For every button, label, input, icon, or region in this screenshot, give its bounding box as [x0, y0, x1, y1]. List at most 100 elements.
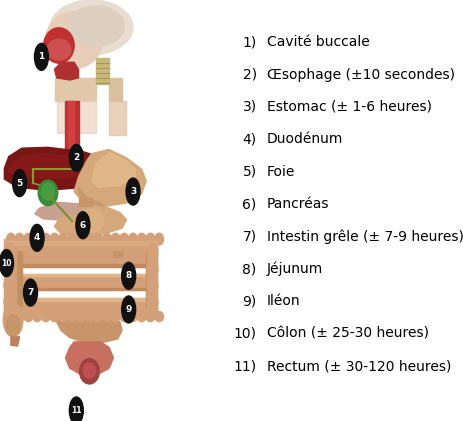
Circle shape: [34, 43, 48, 70]
Ellipse shape: [83, 363, 95, 378]
Ellipse shape: [4, 294, 16, 311]
Ellipse shape: [44, 28, 74, 63]
Polygon shape: [68, 101, 74, 152]
Circle shape: [13, 170, 26, 197]
Polygon shape: [109, 101, 126, 135]
Ellipse shape: [50, 233, 59, 245]
Text: 10: 10: [1, 258, 12, 268]
Text: Rectum (± 30-120 heures): Rectum (± 30-120 heures): [266, 359, 450, 373]
Ellipse shape: [59, 312, 68, 322]
Polygon shape: [15, 264, 152, 267]
Ellipse shape: [147, 243, 157, 260]
Circle shape: [126, 178, 140, 205]
Ellipse shape: [137, 233, 146, 245]
Polygon shape: [15, 274, 152, 290]
Text: Cavité buccale: Cavité buccale: [266, 35, 369, 49]
Ellipse shape: [111, 233, 120, 245]
Text: 5: 5: [17, 179, 23, 188]
Polygon shape: [74, 149, 146, 206]
Ellipse shape: [80, 359, 99, 384]
Ellipse shape: [102, 233, 111, 245]
Ellipse shape: [4, 260, 16, 277]
Text: 9: 9: [125, 305, 131, 314]
Polygon shape: [15, 274, 152, 276]
Polygon shape: [78, 198, 91, 206]
Text: 2): 2): [242, 67, 256, 82]
Polygon shape: [78, 187, 105, 206]
Polygon shape: [113, 248, 122, 257]
Ellipse shape: [68, 6, 124, 46]
Polygon shape: [65, 342, 113, 376]
Text: Jéjunum: Jéjunum: [266, 262, 322, 276]
Polygon shape: [56, 317, 122, 343]
Ellipse shape: [85, 233, 94, 245]
Polygon shape: [56, 101, 96, 133]
Text: Estomac (± 1-6 heures): Estomac (± 1-6 heures): [266, 100, 431, 114]
Text: 7: 7: [27, 288, 34, 297]
Text: 3: 3: [130, 187, 136, 196]
Ellipse shape: [102, 312, 111, 322]
Ellipse shape: [6, 312, 15, 322]
Polygon shape: [65, 101, 78, 152]
Polygon shape: [15, 247, 152, 249]
Text: Pancréas: Pancréas: [266, 197, 329, 211]
Circle shape: [30, 224, 44, 251]
Ellipse shape: [3, 303, 23, 337]
Polygon shape: [15, 288, 152, 290]
Polygon shape: [15, 298, 152, 301]
Text: 5): 5): [242, 165, 256, 179]
Ellipse shape: [6, 314, 19, 336]
Ellipse shape: [41, 233, 50, 245]
Text: 11: 11: [71, 406, 81, 415]
Ellipse shape: [15, 233, 24, 245]
Ellipse shape: [41, 183, 55, 200]
Polygon shape: [109, 78, 122, 101]
Polygon shape: [4, 241, 156, 245]
Polygon shape: [35, 202, 109, 221]
Text: Œsophage (±10 secondes): Œsophage (±10 secondes): [266, 67, 454, 82]
Polygon shape: [146, 246, 156, 267]
Ellipse shape: [24, 233, 32, 245]
Polygon shape: [15, 247, 152, 267]
Ellipse shape: [137, 312, 146, 322]
Text: Duodénum: Duodénum: [266, 132, 343, 147]
Text: 4): 4): [242, 132, 256, 147]
Polygon shape: [9, 154, 100, 178]
Text: 8: 8: [125, 271, 131, 280]
Ellipse shape: [50, 312, 59, 322]
Ellipse shape: [50, 0, 133, 55]
Ellipse shape: [68, 312, 76, 322]
Polygon shape: [55, 78, 96, 101]
Ellipse shape: [76, 233, 85, 245]
Text: 9): 9): [242, 294, 256, 309]
Text: Intestin grêle (± 7-9 heures): Intestin grêle (± 7-9 heures): [266, 229, 463, 244]
Circle shape: [76, 212, 90, 239]
Circle shape: [0, 250, 13, 277]
Polygon shape: [105, 236, 122, 248]
Ellipse shape: [76, 312, 85, 322]
Text: 1): 1): [242, 35, 256, 49]
Ellipse shape: [24, 312, 32, 322]
Circle shape: [69, 397, 83, 421]
Polygon shape: [11, 337, 19, 346]
Ellipse shape: [147, 260, 157, 277]
Ellipse shape: [128, 312, 137, 322]
Polygon shape: [4, 246, 16, 316]
Ellipse shape: [147, 277, 157, 294]
Ellipse shape: [85, 312, 94, 322]
Polygon shape: [15, 312, 152, 315]
Ellipse shape: [146, 312, 155, 322]
Circle shape: [121, 262, 135, 289]
Ellipse shape: [120, 312, 128, 322]
Circle shape: [24, 279, 38, 306]
Text: Côlon (± 25-30 heures): Côlon (± 25-30 heures): [266, 327, 428, 341]
Ellipse shape: [147, 294, 157, 311]
Ellipse shape: [46, 11, 102, 69]
Polygon shape: [146, 246, 156, 316]
Text: 1: 1: [38, 52, 44, 61]
Polygon shape: [4, 147, 115, 190]
Polygon shape: [146, 267, 156, 315]
Ellipse shape: [155, 312, 163, 322]
Ellipse shape: [32, 312, 41, 322]
Text: 7): 7): [242, 229, 256, 244]
